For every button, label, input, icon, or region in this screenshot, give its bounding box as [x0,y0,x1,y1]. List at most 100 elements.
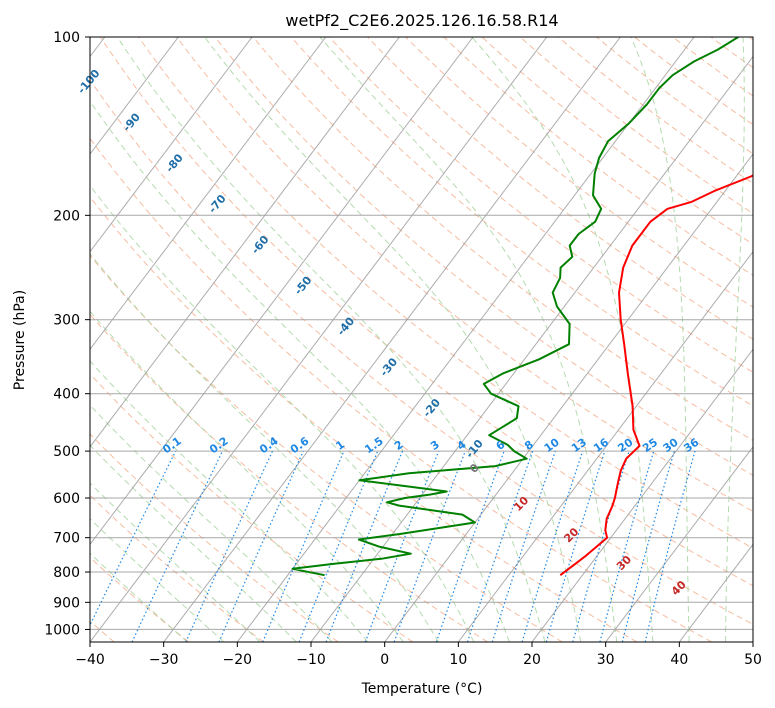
moist-adiabat-line [319,37,618,642]
x-tick-label: 30 [597,652,615,668]
y-tick-label: 100 [53,30,80,46]
x-axis-label: Temperature (°C) [361,681,483,697]
mixing-ratio-label: 0.4 [257,434,281,456]
dry-adiabat-label: -100 [75,67,103,97]
moist-adiabat-line [90,100,510,642]
mixing-ratio-line [262,450,345,642]
mixing-ratio-line [545,450,606,642]
mixing-ratio-line [491,450,556,642]
isotherm-line [605,446,753,642]
y-tick-label: 600 [53,491,80,507]
mixing-ratio-line [131,450,224,642]
dry-adiabat-line [367,37,753,340]
dry-adiabat-line [90,254,563,642]
isotherm-line [384,153,753,642]
x-tick-label: 0 [380,652,389,668]
mixing-ratio-line [572,450,630,642]
dry-adiabat-line [90,196,638,642]
moist-adiabat-label: 40 [669,578,689,598]
moist-adiabat-line [471,37,654,642]
y-tick-label: 400 [53,387,80,403]
temperature-profile-line [559,174,753,576]
plot-frame [89,36,754,643]
mixing-ratio-line [466,450,534,642]
mixing-ratio-line [218,450,304,642]
dry-adiabat-line [138,37,753,549]
x-tick-label: −10 [296,652,326,668]
moist-adiabat-line [630,37,690,642]
moist-adiabat-line [116,37,546,642]
dry-adiabat-label: -80 [163,151,186,175]
moist-adiabat-line [90,482,261,642]
x-tick-label: 50 [744,652,762,668]
dry-adiabat-label: -90 [120,110,143,134]
dry-adiabat-label: -20 [420,396,443,420]
moist-adiabat-line [90,518,225,642]
dry-adiabat-line [176,37,753,512]
moist-adiabat-line [90,253,439,642]
dry-adiabat-line [290,37,753,407]
moist-adiabat-label: 30 [614,553,634,573]
dry-adiabat-label: -30 [377,355,400,379]
mixing-ratio-line [599,450,655,642]
dry-adiabat-line [710,37,753,69]
dry-adiabat-line [252,37,753,441]
isotherm-line [236,37,695,642]
y-tick-label: 1000 [44,622,80,638]
mixing-ratio-line [90,450,177,627]
isotherm-line [752,641,753,642]
x-tick-label: −30 [149,652,179,668]
isotherm-line [90,37,400,448]
dry-adiabat-line [90,556,190,642]
moist-adiabat-line [725,37,745,642]
mixing-ratio-label: 16 [591,435,611,455]
isotherm-line [163,37,621,642]
moist-adiabat-line [90,404,333,642]
moist-adiabat-line [90,310,404,642]
mixing-ratio-label: 30 [661,435,681,455]
dry-adiabat-line [90,137,712,642]
isotherm-line [531,348,753,642]
y-tick-label: 700 [53,531,80,547]
isotherm-line [457,250,753,642]
mixing-ratio-label: 0.6 [288,434,312,456]
mixing-ratio-label: 25 [640,436,660,455]
y-tick-label: 800 [53,565,80,581]
mixing-ratio-line [621,450,675,642]
moist-adiabat-line [204,37,582,642]
mixing-ratio-line [644,450,696,642]
isotherm-line [90,37,474,546]
x-tick-label: 10 [449,652,467,668]
dry-adiabat-label: -50 [292,274,315,298]
dry-adiabat-label: -60 [249,233,272,257]
dry-adiabat-line [90,433,339,642]
moist-adiabat-label: 10 [511,494,531,514]
dry-adiabat-line [90,373,414,642]
dry-adiabat-line [99,37,753,587]
x-tick-label: −20 [223,652,253,668]
dry-adiabat-line [90,494,264,642]
chart-title: wetPf2_C2E6.2025.126.16.58.R14 [285,11,558,31]
mixing-ratio-label: 36 [681,435,701,455]
dewpoint-profile-line [291,37,739,577]
moist-adiabat-line [90,360,369,642]
moist-adiabat-label: 20 [561,525,581,545]
mixing-ratio-line [393,450,466,642]
moist-adiabat-line [90,444,297,642]
mixing-ratio-line [185,450,274,642]
x-tick-label: 40 [670,652,688,668]
mixing-ratio-label: 0.1 [160,434,183,456]
dry-adiabat-line [90,78,753,625]
isotherm-line [90,37,179,155]
mixing-ratio-label: 1.5 [362,434,385,456]
moist-adiabat-line [90,184,475,642]
y-tick-label: 500 [53,444,80,460]
dry-adiabat-label: -10 [463,437,486,461]
mixing-ratio-label: 0.2 [207,434,230,456]
mixing-ratio-line [521,450,584,642]
dry-adiabat-line [672,37,753,97]
y-tick-label: 200 [53,208,80,224]
x-tick-label: −40 [75,652,105,668]
mixing-ratio-line [435,450,505,642]
